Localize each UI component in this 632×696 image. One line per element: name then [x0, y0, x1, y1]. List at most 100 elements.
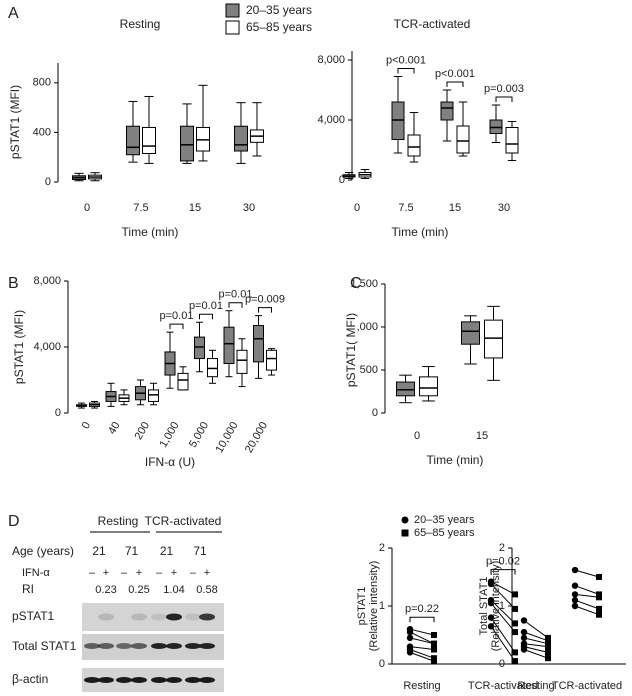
blot-row-label: Total STAT1 — [12, 639, 77, 653]
box — [207, 358, 218, 378]
point — [520, 646, 528, 653]
box — [142, 126, 156, 154]
box — [484, 319, 503, 359]
panel-letter: B — [8, 275, 19, 292]
y-tick-label: 0 — [339, 174, 345, 186]
point — [487, 614, 495, 621]
box — [234, 125, 248, 152]
blot-treatment: + — [103, 567, 109, 579]
point — [487, 623, 495, 630]
blot-band — [98, 643, 114, 649]
point — [512, 620, 518, 627]
point — [406, 634, 414, 642]
blot-band — [131, 677, 147, 683]
y-axis-label: pSTAT1( MFI) — [344, 313, 358, 387]
blot-treatment: + — [204, 567, 210, 579]
chart-title: TCR-activated — [394, 17, 471, 31]
y-tick-label: 1 — [379, 600, 385, 612]
y-axis-label: (Relative intensity) — [368, 561, 380, 651]
x-tick-label: 0 — [80, 420, 93, 431]
blot-image — [82, 603, 224, 692]
x-tick-label: Resting — [403, 680, 440, 692]
pair-line — [574, 585, 600, 595]
significance-bracket — [490, 569, 516, 575]
x-tick-label: 30 — [498, 202, 510, 214]
box — [148, 389, 159, 402]
blot-band — [151, 613, 167, 621]
point — [571, 602, 579, 610]
blot-row-label: Age (years) — [12, 544, 74, 558]
y-tick-label: 0 — [379, 658, 385, 670]
blot-band — [151, 677, 167, 683]
annotation: p<0.001 — [386, 54, 426, 66]
point — [571, 597, 579, 604]
blot-group: Resting — [98, 514, 139, 528]
panel-letter: C — [350, 275, 362, 292]
x-axis-label: Time (min) — [392, 225, 449, 239]
point — [545, 655, 551, 662]
x-tick-label: 10,000 — [213, 420, 240, 455]
y-tick-label: 1 — [499, 600, 505, 612]
x-tick-label: TCR-activated — [468, 680, 538, 692]
y-tick-label: 0 — [499, 658, 505, 670]
blot-row-label: RI — [22, 582, 34, 596]
x-tick-label: 0 — [414, 430, 420, 442]
pair-line — [523, 646, 549, 653]
y-axis-label: pSTAT1 (MFI) — [8, 85, 22, 159]
blot-row-label: pSTAT1 — [12, 609, 55, 623]
blot-band — [116, 677, 132, 683]
box — [419, 376, 438, 397]
blot-band — [199, 643, 215, 649]
box — [396, 381, 415, 397]
blot-row-label: β-actin — [12, 672, 48, 686]
blot-band — [199, 677, 215, 683]
blot-age: 71 — [193, 544, 207, 558]
pair-line — [409, 651, 435, 662]
pair-line — [523, 631, 549, 642]
blot-treatment: – — [190, 567, 197, 579]
y-tick-label: 0 — [45, 176, 51, 188]
pair-line — [409, 628, 435, 636]
pair-line — [490, 617, 516, 653]
x-tick-label: 7.5 — [133, 202, 148, 214]
point — [520, 634, 528, 642]
legend-swatch — [225, 20, 240, 35]
legend-label: 65–85 years — [414, 527, 475, 539]
point — [545, 649, 551, 656]
blot-band — [84, 643, 100, 649]
blot-band — [185, 677, 201, 683]
point — [596, 605, 602, 612]
box — [236, 349, 248, 374]
blot-treatment: – — [89, 567, 96, 579]
point — [512, 658, 518, 665]
blot-age: 21 — [92, 544, 106, 558]
point — [406, 649, 414, 656]
panel-letter: D — [8, 513, 20, 530]
pair-line — [409, 649, 435, 659]
x-axis-label: IFN-α (U) — [145, 455, 195, 469]
pair-line — [523, 637, 549, 645]
x-tick-label: 15 — [189, 202, 201, 214]
x-tick-label: 0 — [354, 202, 360, 214]
box — [440, 101, 454, 121]
legend-marker — [401, 516, 409, 524]
pair-line — [574, 605, 600, 616]
point — [520, 617, 528, 624]
y-axis-label: (Relative intensity) — [490, 561, 502, 651]
blot-band — [116, 643, 132, 649]
point — [596, 574, 602, 580]
significance-bracket — [409, 616, 435, 623]
blot-band — [166, 677, 182, 683]
y-tick-label: 0 — [372, 407, 378, 419]
blot-ri: 0.58 — [196, 584, 217, 596]
annotation: p=0.009 — [245, 294, 285, 306]
significance-bracket — [446, 81, 464, 87]
annotation: p=0.01 — [189, 300, 223, 312]
blot-group: TCR-activated — [145, 514, 222, 528]
point — [406, 628, 414, 636]
legend-label: 65–85 years — [246, 20, 312, 34]
y-tick-label: 2 — [499, 542, 505, 554]
blot-age: 71 — [125, 544, 139, 558]
y-axis-label: Total STAT1 — [478, 577, 490, 636]
